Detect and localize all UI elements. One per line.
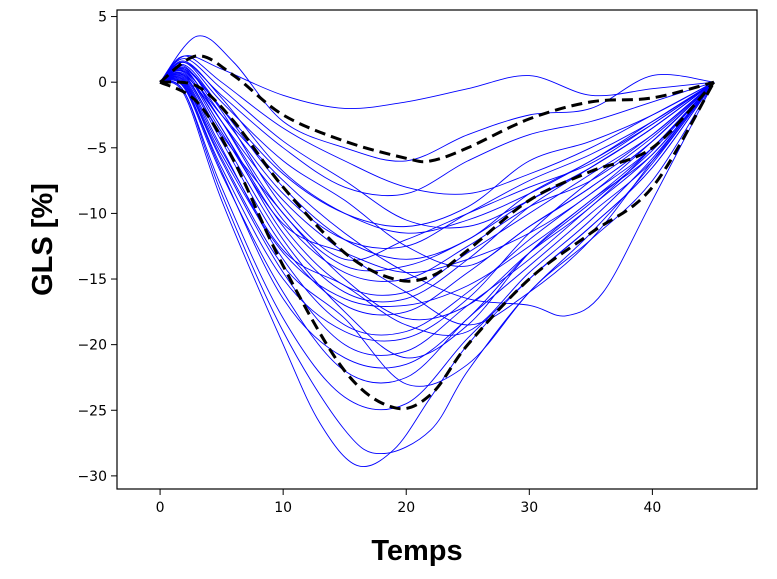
individual-curve-16 (159, 67, 715, 326)
x-tick-label: 0 (156, 500, 165, 516)
individual-curve-26 (159, 68, 715, 282)
individual-curve-8 (159, 74, 715, 316)
individual-curve-28 (160, 79, 715, 369)
individual-curve-30 (159, 60, 715, 234)
individual-curve-22 (160, 78, 715, 342)
individual-curve-32 (160, 77, 715, 387)
individual-curve-20 (159, 55, 715, 195)
individual-curves (159, 35, 715, 467)
x-tick-label: 40 (643, 500, 661, 516)
y-tick-label: −15 (77, 272, 107, 288)
individual-curve-24 (159, 64, 715, 260)
plot-frame (116, 9, 758, 490)
x-tick-label: 10 (274, 500, 292, 516)
reference-curves (159, 54, 716, 411)
y-tick-label: −30 (77, 469, 107, 485)
y-tick-label: 0 (98, 75, 107, 91)
individual-curve-13 (159, 81, 715, 467)
individual-curve-21 (159, 76, 715, 307)
reference-curve-1 (159, 54, 715, 164)
individual-curve-3 (159, 62, 715, 197)
reference-curve-2 (159, 80, 715, 283)
individual-curve-31 (159, 70, 715, 274)
y-axis-title: GLS [%] (27, 183, 59, 296)
reference-curve-3 (159, 80, 716, 411)
individual-curve-27 (159, 66, 715, 261)
individual-curve-1 (159, 55, 714, 110)
y-tick-label: 5 (98, 10, 107, 26)
x-axis-title: Temps (371, 535, 462, 567)
individual-curve-14 (159, 80, 715, 455)
x-tick-label: 30 (520, 500, 538, 516)
x-axis-ticks: 0 10 20 30 40 (156, 489, 661, 516)
individual-curve-9 (159, 74, 715, 336)
individual-curve-11 (159, 79, 715, 384)
individual-curve-4 (159, 67, 715, 228)
y-tick-label: −5 (86, 141, 107, 157)
individual-curve-29 (159, 75, 715, 336)
individual-curve-17 (159, 70, 715, 317)
y-tick-label: −25 (77, 403, 107, 419)
individual-curve-18 (159, 61, 715, 267)
y-tick-label: −10 (77, 206, 107, 222)
y-axis-ticks: 5 0 −5 −10 −15 −20 −25 −30 (77, 10, 117, 485)
individual-curve-23 (159, 71, 715, 303)
y-tick-label: −20 (77, 338, 107, 354)
x-tick-label: 20 (397, 500, 415, 516)
individual-curve-10 (160, 77, 715, 356)
